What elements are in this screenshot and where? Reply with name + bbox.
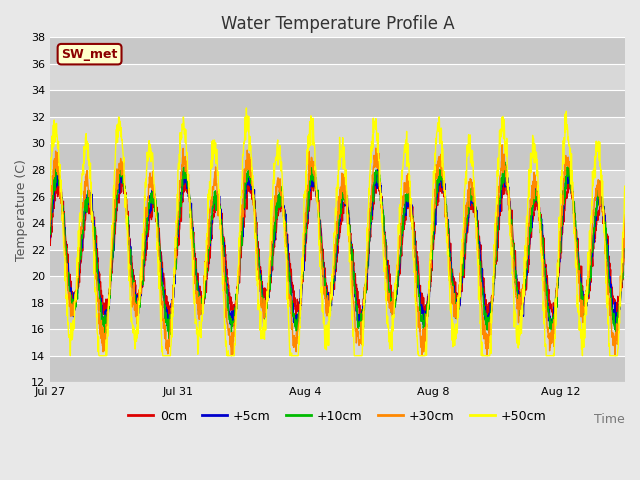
- Bar: [50, 37, 625, 64]
- Bar: [50, 117, 625, 144]
- Bar: [50, 196, 625, 223]
- Bar: [50, 90, 625, 117]
- Bar: [50, 170, 625, 196]
- Bar: [50, 223, 625, 250]
- Title: Water Temperature Profile A: Water Temperature Profile A: [221, 15, 454, 33]
- Legend: 0cm, +5cm, +10cm, +30cm, +50cm: 0cm, +5cm, +10cm, +30cm, +50cm: [124, 405, 552, 428]
- Bar: [50, 329, 625, 356]
- Bar: [50, 276, 625, 302]
- Y-axis label: Temperature (C): Temperature (C): [15, 159, 28, 261]
- Text: Time: Time: [595, 413, 625, 426]
- Bar: [50, 64, 625, 90]
- Text: SW_met: SW_met: [61, 48, 118, 60]
- Bar: [50, 144, 625, 170]
- Bar: [50, 356, 625, 382]
- Bar: [50, 250, 625, 276]
- Bar: [50, 302, 625, 329]
